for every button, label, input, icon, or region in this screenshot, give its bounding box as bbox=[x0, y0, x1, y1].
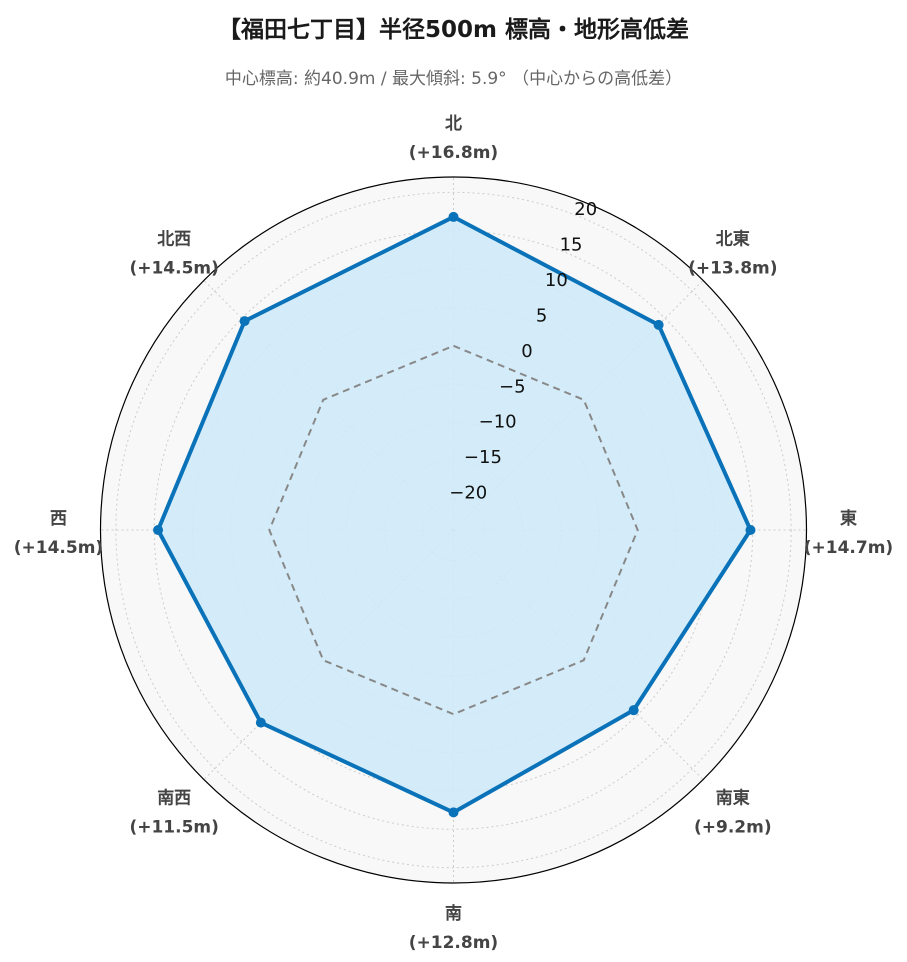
direction-value-label: (+12.8m) bbox=[409, 933, 498, 953]
radial-tick-label: 10 bbox=[545, 270, 568, 291]
data-point bbox=[653, 319, 664, 330]
data-point bbox=[153, 525, 164, 535]
data-point bbox=[745, 525, 756, 535]
radial-tick-label: −15 bbox=[464, 447, 502, 468]
radial-tick-label: 20 bbox=[574, 199, 597, 220]
direction-value-label: (+11.5m) bbox=[129, 817, 218, 837]
direction-value-label: (+14.7m) bbox=[804, 538, 893, 558]
direction-label: 南東 bbox=[716, 787, 750, 808]
baseline-line bbox=[268, 344, 639, 716]
direction-value-label: (+9.2m) bbox=[694, 817, 772, 837]
radial-tick-label: 15 bbox=[560, 234, 583, 255]
direction-label: 南 bbox=[445, 903, 462, 924]
direction-value-label: (+13.8m) bbox=[688, 259, 777, 279]
direction-label: 西 bbox=[50, 509, 67, 529]
data-point bbox=[255, 717, 266, 728]
direction-value-label: (+16.8m) bbox=[409, 143, 498, 163]
data-point bbox=[448, 807, 459, 818]
data-point bbox=[239, 316, 250, 327]
data-point bbox=[628, 705, 639, 716]
direction-value-label: (+14.5m) bbox=[129, 259, 218, 279]
chart-subtitle: 中心標高: 約40.9m / 最大傾斜: 5.9° （中心からの高低差） bbox=[224, 69, 683, 89]
radial-tick-label: −20 bbox=[449, 483, 487, 504]
grid-circle bbox=[115, 191, 792, 869]
chart-title: 【福田七丁目】半径500m 標高・地形高低差 bbox=[218, 17, 689, 43]
direction-value-label: (+14.5m) bbox=[14, 538, 103, 558]
direction-label: 東 bbox=[840, 508, 857, 529]
direction-label: 北西 bbox=[157, 230, 191, 250]
series-area bbox=[158, 216, 751, 813]
direction-label: 北東 bbox=[716, 229, 750, 250]
direction-label: 北 bbox=[445, 114, 462, 134]
radial-tick-label: 5 bbox=[536, 305, 547, 326]
direction-label: 南西 bbox=[157, 787, 191, 808]
radial-tick-label: −10 bbox=[479, 412, 517, 433]
data-point bbox=[448, 211, 459, 222]
radial-tick-label: −5 bbox=[499, 376, 526, 397]
radial-tick-label: 0 bbox=[521, 341, 532, 362]
polar-outline bbox=[99, 176, 808, 884]
